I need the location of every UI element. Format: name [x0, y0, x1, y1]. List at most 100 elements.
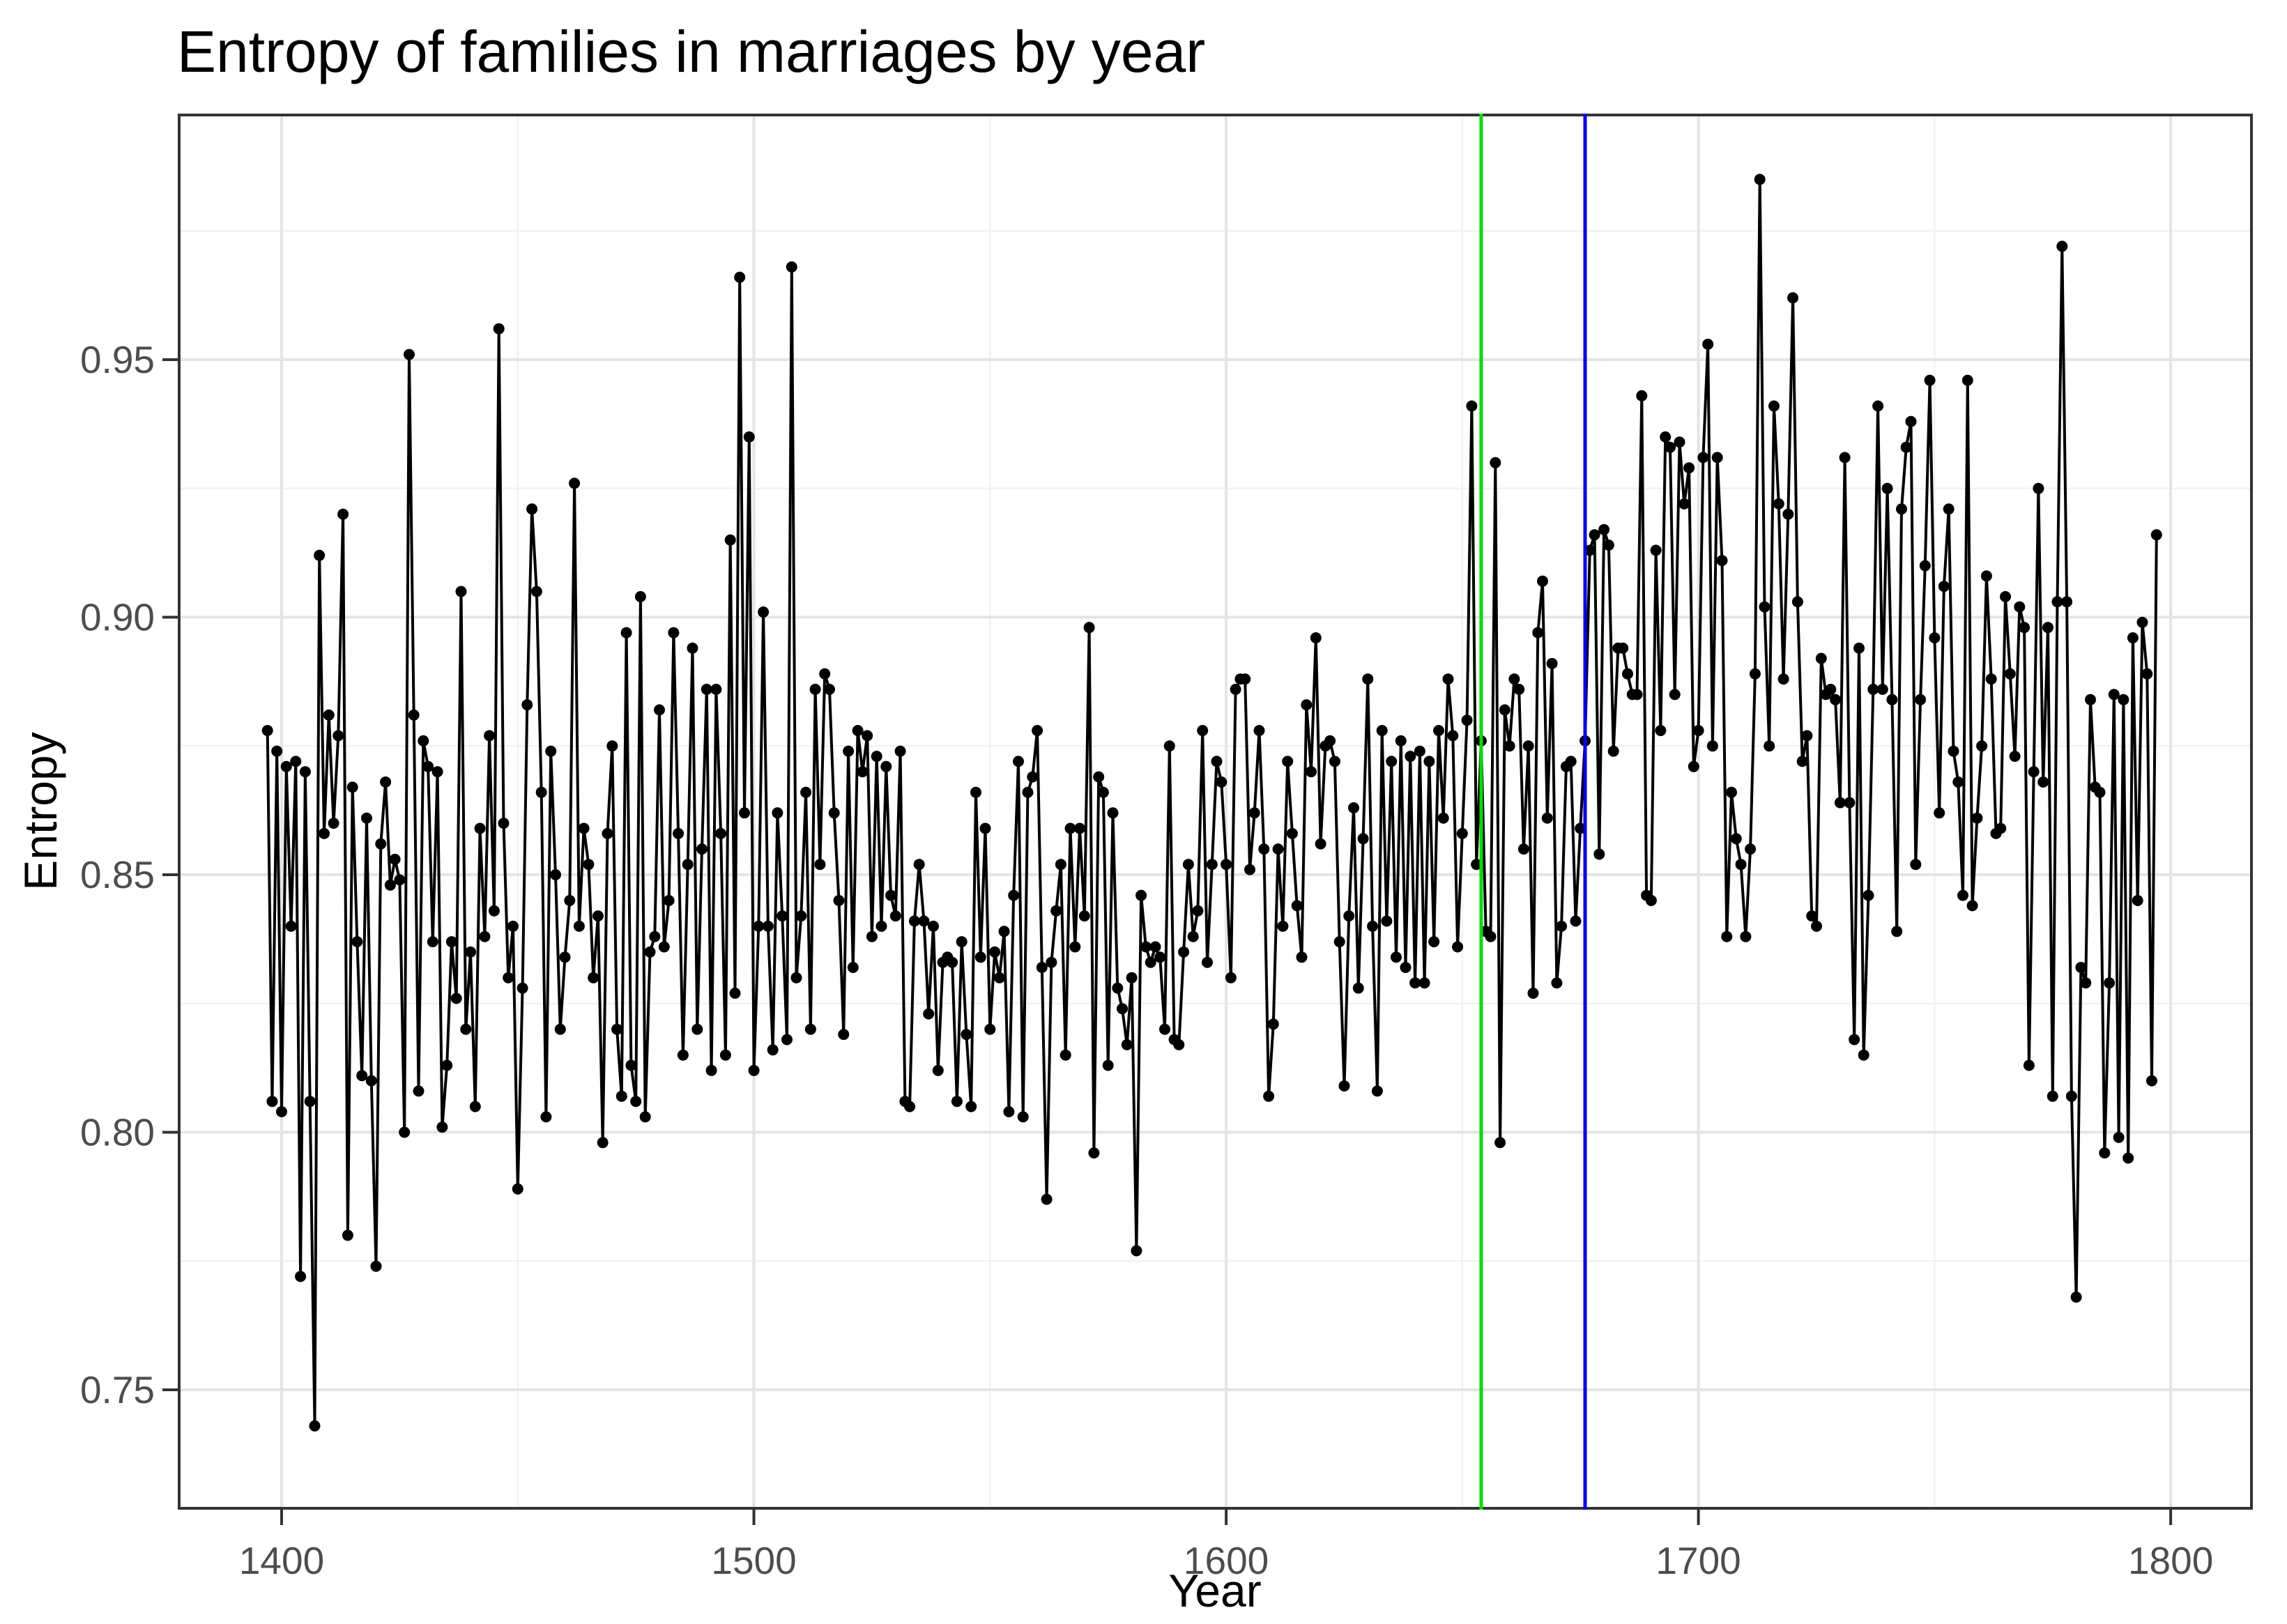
data-point	[758, 606, 770, 618]
data-point	[1391, 951, 1402, 963]
data-point	[422, 760, 434, 772]
data-point	[1405, 751, 1416, 763]
data-point	[530, 585, 542, 597]
data-point	[1636, 390, 1648, 401]
data-point	[729, 988, 741, 999]
data-point	[1900, 441, 1912, 453]
data-point	[885, 889, 896, 901]
data-point	[739, 807, 750, 819]
data-point	[1187, 930, 1199, 942]
data-point	[2127, 632, 2139, 644]
data-point	[1513, 684, 1525, 695]
data-point	[1244, 864, 1255, 875]
data-point	[1466, 400, 1478, 412]
data-point	[1013, 756, 1024, 767]
data-point	[1919, 560, 1931, 572]
data-point	[314, 549, 326, 561]
data-point	[356, 1070, 368, 1082]
data-point	[1093, 771, 1105, 783]
data-point	[715, 827, 727, 839]
data-point	[1961, 374, 1973, 386]
data-point	[1924, 374, 1936, 386]
data-point	[1272, 843, 1284, 855]
data-point	[961, 1029, 972, 1041]
data-point	[2113, 1131, 2125, 1143]
data-point	[1881, 482, 1893, 494]
data-point	[2141, 668, 2153, 680]
data-point	[2042, 622, 2053, 634]
data-point	[866, 930, 878, 942]
data-point	[1645, 895, 1657, 906]
data-point	[1891, 926, 1903, 937]
data-point	[2146, 1075, 2157, 1087]
data-point	[1471, 859, 1483, 871]
data-point	[2051, 596, 2063, 608]
data-point	[266, 1096, 278, 1108]
data-point	[767, 1044, 779, 1056]
data-point	[1665, 441, 1676, 453]
data-point	[1017, 1111, 1029, 1123]
data-point	[1277, 920, 1289, 932]
data-point	[569, 477, 581, 489]
data-point	[1069, 941, 1081, 953]
data-point	[1381, 915, 1393, 927]
data-point	[1310, 632, 1322, 644]
data-point	[1182, 859, 1194, 871]
data-point	[2104, 977, 2116, 989]
data-point	[597, 1137, 609, 1149]
data-point	[2085, 694, 2096, 705]
data-point	[1966, 900, 1978, 912]
data-point	[918, 915, 930, 927]
data-point	[1863, 889, 1874, 901]
data-point	[1433, 725, 1444, 737]
data-point	[1376, 725, 1388, 737]
data-point	[965, 1101, 977, 1112]
data-point	[1423, 756, 1435, 767]
data-point	[620, 627, 632, 638]
data-point	[1980, 570, 1992, 582]
data-point	[928, 920, 939, 932]
data-point	[1490, 457, 1501, 468]
data-point	[427, 936, 438, 948]
data-point	[1329, 756, 1340, 767]
data-point	[658, 941, 670, 953]
data-point	[1315, 838, 1326, 850]
data-point	[588, 972, 599, 983]
data-point	[1830, 694, 1842, 705]
data-point	[564, 895, 576, 906]
data-point	[404, 348, 415, 360]
data-point	[474, 822, 486, 834]
data-point	[1938, 581, 1950, 592]
data-point	[2014, 601, 2026, 613]
data-point	[2150, 529, 2162, 541]
data-point	[719, 1049, 731, 1061]
data-point	[1456, 827, 1468, 839]
data-point	[441, 1059, 453, 1071]
data-point	[1230, 684, 1241, 695]
data-point	[1386, 756, 1398, 767]
data-point	[790, 972, 802, 983]
data-point	[1324, 735, 1336, 746]
data-point	[2065, 1090, 2077, 1102]
data-point	[889, 910, 901, 922]
data-point	[399, 1126, 411, 1138]
data-point	[2075, 962, 2087, 973]
data-point	[710, 684, 722, 695]
data-point	[2009, 751, 2021, 763]
data-point	[663, 895, 675, 906]
data-point	[1853, 642, 1865, 654]
data-point	[1409, 977, 1421, 989]
data-point	[1867, 684, 1879, 695]
data-point	[748, 1064, 760, 1076]
data-point	[1149, 941, 1161, 953]
data-point	[1036, 962, 1048, 973]
data-point	[2028, 766, 2040, 778]
data-point	[295, 1271, 307, 1282]
data-point	[1811, 920, 1822, 932]
x-tick-label: 1400	[239, 1539, 324, 1582]
data-point	[1178, 946, 1190, 958]
data-point	[1541, 812, 1553, 824]
data-point	[319, 827, 330, 839]
data-point	[540, 1111, 552, 1123]
data-point	[1706, 740, 1718, 752]
